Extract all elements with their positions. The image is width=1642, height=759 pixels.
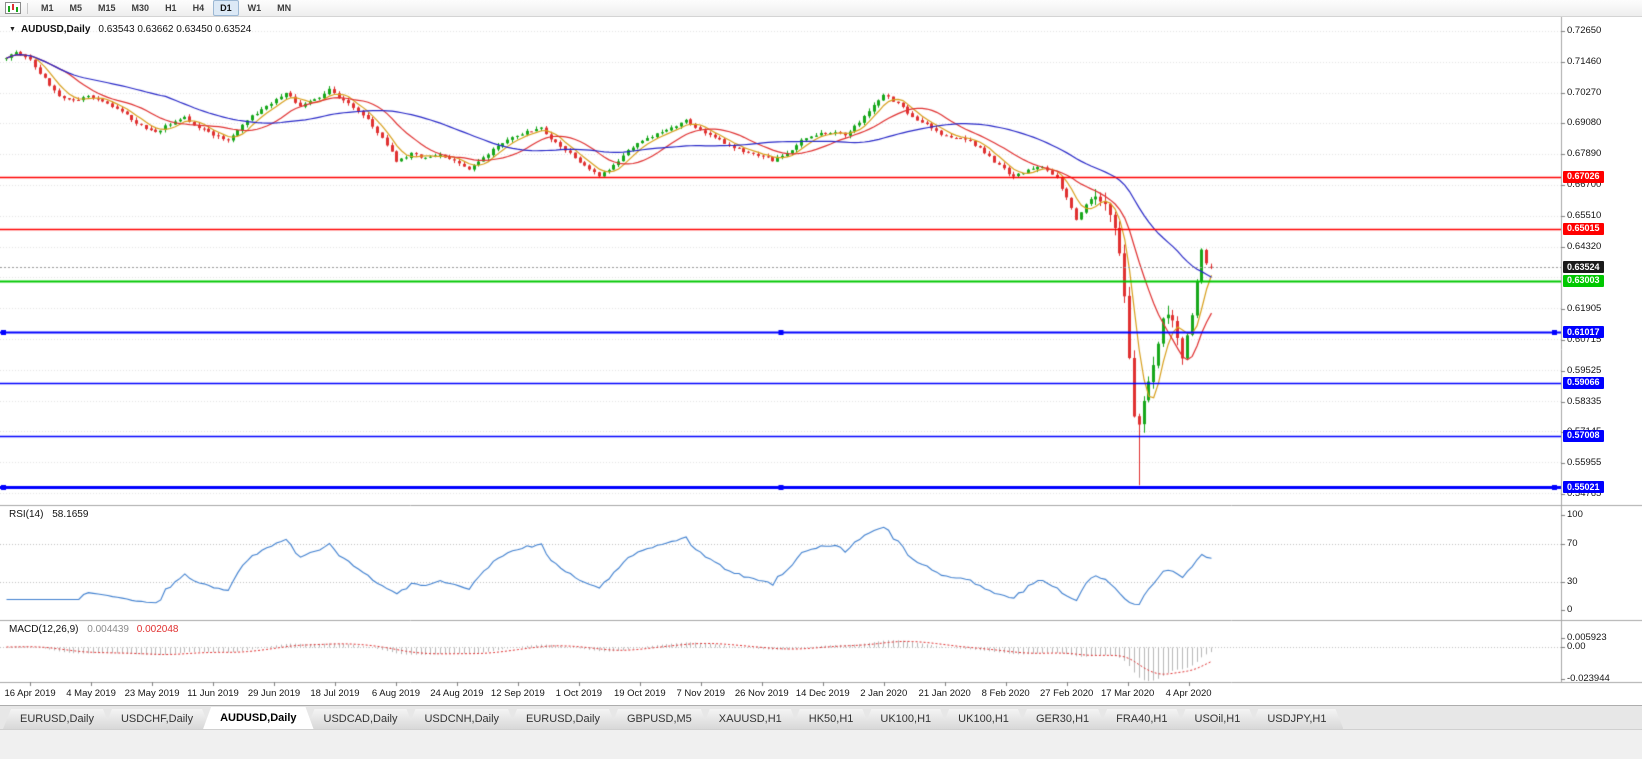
- chart-title: AUDUSD,Daily: [20, 24, 91, 35]
- price-scale-label: 0.64320: [1567, 240, 1602, 252]
- timeframe-button-M5[interactable]: M5: [69, 3, 83, 13]
- chart-tab-GBPUSD-M5-6[interactable]: GBPUSD,M5: [610, 709, 709, 729]
- chart-tab-UK100-H1-10[interactable]: UK100,H1: [941, 709, 1026, 729]
- price-scale-label: 0.71460: [1567, 55, 1602, 67]
- macd-signal-value: 0.002048: [136, 624, 179, 635]
- time-scale-label: 23 May 2019: [124, 688, 180, 699]
- time-scale-label: 27 Feb 2020: [1039, 688, 1094, 699]
- time-scale-label: 18 Jul 2019: [310, 688, 360, 699]
- rsi-scale-label: 0: [1567, 604, 1573, 615]
- chart-ohlc-readout: 0.63543 0.63662 0.63450 0.63524: [98, 24, 252, 35]
- timeframe-button-H1[interactable]: H1: [165, 3, 177, 13]
- time-scale-label: 21 Jan 2020: [918, 688, 971, 699]
- time-scale-label: 12 Sep 2019: [490, 688, 545, 699]
- price-scale-label: 0.55955: [1567, 457, 1602, 469]
- chart-area: ▼ AUDUSD,Daily 0.63543 0.63662 0.63450 0…: [0, 17, 1642, 705]
- hline-price-badge: 0.65015: [1563, 222, 1604, 235]
- chart-tab-USDJPY-H1-14[interactable]: USDJPY,H1: [1250, 709, 1343, 729]
- timeframe-buttons: M1 M5 M15 M30 H1 H4 D1 W1 MN: [33, 0, 299, 16]
- price-chart-canvas[interactable]: [0, 17, 1642, 705]
- rsi-indicator-name: RSI(14): [9, 509, 44, 520]
- chart-tab-AUDUSD-Daily-2[interactable]: AUDUSD,Daily: [203, 707, 313, 729]
- price-scale-label: 0.70270: [1567, 86, 1602, 98]
- rsi-indicator-value: 58.1659: [52, 509, 89, 520]
- time-scale-label: 11 Jun 2019: [187, 688, 239, 699]
- price-scale-label: 0.66700: [1567, 179, 1602, 190]
- time-scale-label: 26 Nov 2019: [734, 688, 789, 699]
- toolbar-separator: [27, 2, 28, 14]
- price-scale-label: 0.60715: [1567, 333, 1602, 345]
- price-scale-label: 0.72650: [1567, 25, 1602, 36]
- time-scale-label: 16 Apr 2019: [4, 688, 56, 699]
- chart-tab-XAUUSD-H1-7[interactable]: XAUUSD,H1: [702, 709, 799, 729]
- price-scale-label: 0.59525: [1567, 364, 1602, 376]
- macd-indicator-name: MACD(12,26,9): [9, 624, 79, 635]
- time-scale-label: 4 Apr 2020: [1165, 688, 1212, 699]
- rsi-scale-label: 30: [1567, 575, 1578, 587]
- chart-tab-USOil-H1-13[interactable]: USOil,H1: [1178, 709, 1258, 729]
- macd-scale-label: 0.00: [1567, 641, 1586, 652]
- macd-main-value: 0.004439: [87, 624, 129, 635]
- chart-tab-USDCAD-Daily-3[interactable]: USDCAD,Daily: [307, 709, 415, 729]
- timeframe-button-M15[interactable]: M15: [98, 3, 116, 13]
- timeframe-button-D1[interactable]: D1: [213, 0, 239, 16]
- timeframe-toolbar: M1 M5 M15 M30 H1 H4 D1 W1 MN: [0, 0, 1642, 17]
- chart-tab-UK100-H1-9[interactable]: UK100,H1: [863, 709, 948, 729]
- time-scale-label: 7 Nov 2019: [676, 688, 726, 699]
- chart-title-row: ▼ AUDUSD,Daily 0.63543 0.63662 0.63450 0…: [9, 24, 251, 35]
- time-scale-label: 24 Aug 2019: [430, 688, 484, 699]
- hline-price-badge: 0.55021: [1563, 481, 1604, 494]
- time-scale-label: 8 Feb 2020: [981, 688, 1030, 699]
- chart-tab-EURUSD-Daily-5[interactable]: EURUSD,Daily: [509, 709, 617, 729]
- rsi-scale-label: 70: [1567, 537, 1578, 549]
- hline-price-badge: 0.59066: [1563, 376, 1604, 389]
- macd-scale-label: 0.005923: [1567, 632, 1607, 644]
- time-scale-label: 19 Oct 2019: [613, 688, 666, 699]
- chart-tab-USDCNH-Daily-4[interactable]: USDCNH,Daily: [407, 709, 516, 729]
- time-scale-label: 6 Aug 2019: [371, 688, 420, 699]
- timeframe-button-M30[interactable]: M30: [131, 3, 150, 13]
- rsi-scale-label: 100: [1567, 509, 1583, 520]
- price-scale-label: 0.65510: [1567, 209, 1602, 221]
- time-scale-label: 14 Dec 2019: [795, 688, 850, 699]
- chart-icon[interactable]: [5, 2, 21, 14]
- rsi-pane-label: RSI(14) 58.1659: [9, 509, 88, 520]
- hline-price-badge: 0.63003: [1563, 274, 1604, 287]
- macd-scale-label: -0.023944: [1567, 673, 1610, 684]
- chart-tab-HK50-H1-8[interactable]: HK50,H1: [792, 709, 871, 729]
- price-scale-label: 0.58335: [1567, 395, 1602, 407]
- price-scale-label: 0.69080: [1567, 117, 1602, 129]
- time-scale-label: 2 Jan 2020: [860, 688, 908, 699]
- status-bar: [0, 729, 1642, 759]
- current-price-badge: 0.63524: [1563, 261, 1604, 274]
- timeframe-button-M1[interactable]: M1: [41, 3, 54, 13]
- hline-price-badge: 0.61017: [1563, 326, 1604, 339]
- timeframe-button-W1[interactable]: W1: [247, 3, 262, 13]
- hline-price-badge: 0.67026: [1563, 170, 1604, 183]
- hline-price-badge: 0.57008: [1563, 429, 1604, 442]
- chart-tab-EURUSD-Daily-0[interactable]: EURUSD,Daily: [3, 709, 111, 729]
- chart-tab-FRA40-H1-12[interactable]: FRA40,H1: [1099, 709, 1184, 729]
- time-scale-label: 1 Oct 2019: [555, 688, 603, 699]
- time-scale-label: 17 Mar 2020: [1100, 688, 1155, 699]
- symbol-dropdown-arrow[interactable]: ▼: [9, 26, 16, 33]
- chart-tab-USDCHF-Daily-1[interactable]: USDCHF,Daily: [104, 709, 210, 729]
- price-scale-label: 0.67890: [1567, 148, 1602, 160]
- price-scale-label: 0.61905: [1567, 303, 1602, 315]
- time-scale-label: 4 May 2019: [66, 688, 116, 699]
- time-scale-label: 29 Jun 2019: [247, 688, 301, 699]
- price-scale-label: 0.54765: [1567, 487, 1602, 499]
- chart-tab-GER30-H1-11[interactable]: GER30,H1: [1019, 709, 1106, 729]
- chart-tabs-bar: EURUSD,Daily USDCHF,Daily AUDUSD,Daily USDC…: [0, 705, 1642, 729]
- timeframe-button-H4[interactable]: H4: [192, 3, 205, 13]
- timeframe-button-MN[interactable]: MN: [277, 3, 292, 13]
- macd-pane-label: MACD(12,26,9) 0.004439 0.002048: [9, 624, 178, 635]
